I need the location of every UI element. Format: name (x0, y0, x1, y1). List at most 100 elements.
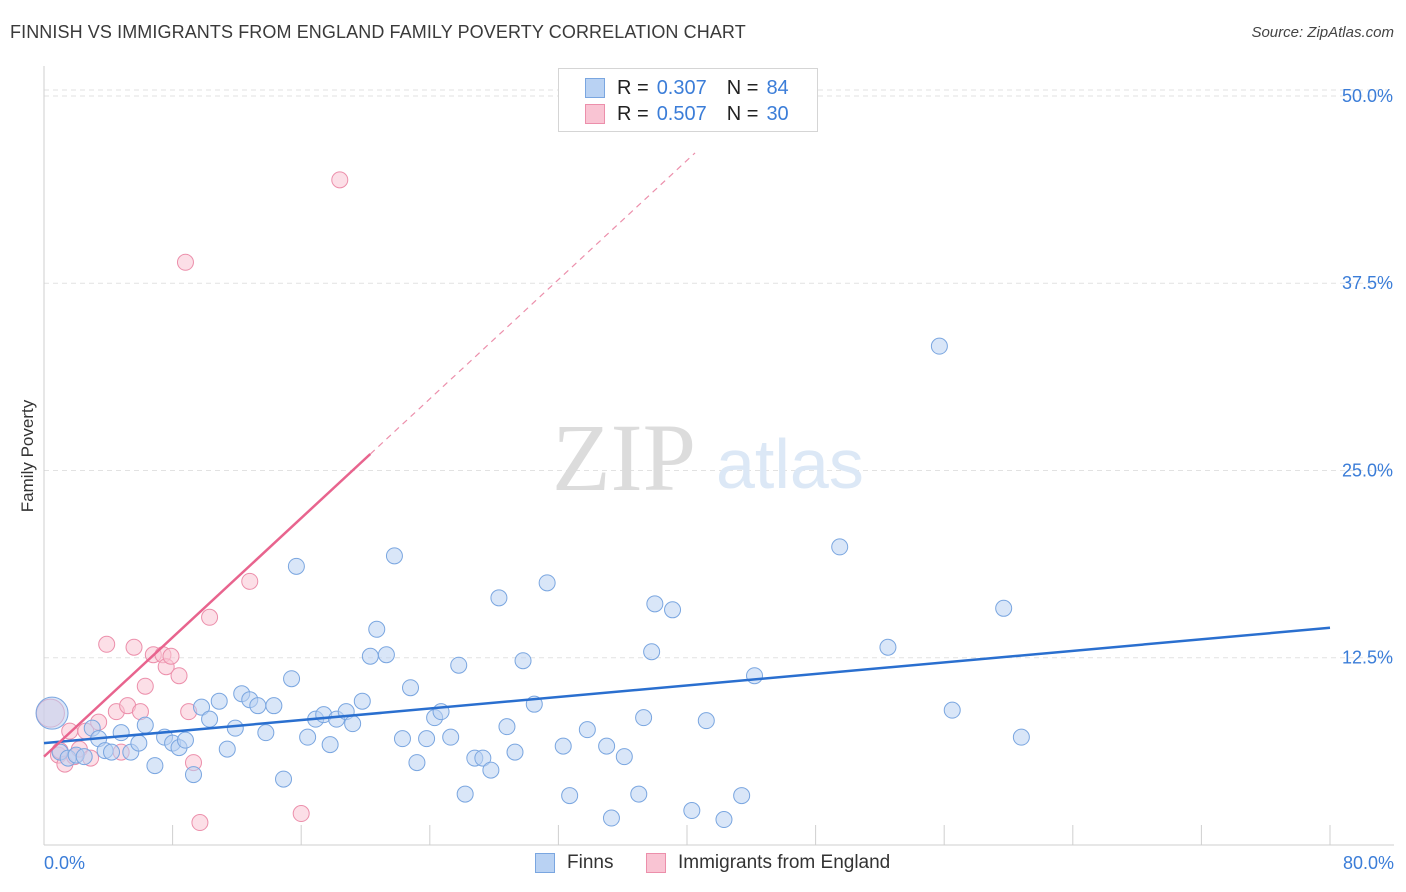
england-point[interactable] (176, 253, 194, 271)
finns-point[interactable] (184, 766, 202, 784)
watermark-atlas: atlas (716, 425, 864, 503)
finns-point[interactable] (299, 728, 317, 746)
finns-point[interactable] (995, 599, 1013, 617)
england-point[interactable] (292, 805, 310, 823)
finns-point[interactable] (130, 734, 148, 752)
finns-point[interactable] (193, 698, 211, 716)
finns-point[interactable] (75, 748, 93, 766)
finns-point[interactable] (715, 811, 733, 829)
trend-line-england (43, 453, 372, 758)
finns-point[interactable] (498, 718, 516, 736)
finns-point[interactable] (538, 574, 556, 592)
finns-point[interactable] (249, 697, 267, 715)
finns-point[interactable] (402, 679, 420, 697)
finns-point[interactable] (112, 724, 130, 742)
watermark-zip: ZIP (552, 404, 696, 511)
finns-point[interactable] (368, 620, 386, 638)
legend-row-finns: R = 0.307 N = 84 (585, 76, 789, 100)
legend-r-label: R = (617, 102, 649, 125)
finns-point[interactable] (377, 646, 395, 664)
england-point[interactable] (170, 667, 188, 685)
finns-point[interactable] (176, 731, 194, 749)
finns-point[interactable] (408, 754, 426, 772)
legend-row-england: R = 0.507 N = 30 (585, 102, 789, 126)
finns-point[interactable] (1012, 728, 1030, 746)
england-point[interactable] (191, 814, 209, 832)
legend-item-finns[interactable]: Finns (535, 852, 613, 874)
legend-item-england[interactable]: Immigrants from England (646, 852, 890, 874)
legend-r-value-finns: 0.307 (656, 76, 707, 99)
finns-point[interactable] (635, 709, 653, 727)
finns-point[interactable] (646, 595, 664, 613)
england-point[interactable] (136, 677, 154, 695)
finns-point[interactable] (664, 601, 682, 619)
finns-point[interactable] (554, 737, 572, 755)
finns-point[interactable] (275, 770, 293, 788)
finns-point[interactable] (287, 557, 305, 575)
trend-line-finns (43, 626, 1331, 745)
finns-point[interactable] (210, 692, 228, 710)
finns-point[interactable] (490, 589, 508, 607)
finns-point[interactable] (482, 761, 500, 779)
england-point[interactable] (162, 647, 180, 665)
legend-n-label: N = (726, 76, 759, 99)
finns-point[interactable] (35, 696, 69, 730)
england-point[interactable] (201, 608, 219, 626)
series-legend: Finns Immigrants from England (0, 852, 1406, 878)
trend-lines (43, 152, 1331, 758)
finns-point[interactable] (146, 757, 164, 775)
finns-point[interactable] (561, 787, 579, 805)
finns-point[interactable] (136, 716, 154, 734)
finns-point[interactable] (602, 809, 620, 827)
finns-point[interactable] (683, 802, 701, 820)
series-finns (35, 337, 1030, 829)
gridlines (44, 89, 1394, 659)
finns-point[interactable] (257, 724, 275, 742)
finns-point[interactable] (450, 656, 468, 674)
finns-point[interactable] (615, 748, 633, 766)
finns-point[interactable] (697, 712, 715, 730)
england-point[interactable] (98, 635, 116, 653)
finns-point[interactable] (831, 538, 849, 556)
finns-point[interactable] (344, 715, 362, 733)
legend-label-finns: Finns (567, 852, 614, 873)
finns-point[interactable] (418, 730, 436, 748)
finns-point[interactable] (630, 785, 648, 803)
legend-swatch-england (585, 104, 605, 124)
finns-point[interactable] (218, 740, 236, 758)
finns-point[interactable] (103, 743, 121, 761)
england-point[interactable] (241, 572, 259, 590)
finns-point[interactable] (506, 743, 524, 761)
finns-point[interactable] (598, 737, 616, 755)
finns-point[interactable] (879, 638, 897, 656)
finns-point[interactable] (353, 692, 371, 710)
finns-point[interactable] (226, 719, 244, 737)
finns-point[interactable] (321, 736, 339, 754)
watermark: ZIP atlas (552, 404, 864, 511)
finns-point[interactable] (943, 701, 961, 719)
finns-point[interactable] (746, 667, 764, 685)
england-point[interactable] (331, 171, 349, 189)
finns-point[interactable] (643, 643, 661, 661)
finns-point[interactable] (514, 652, 532, 670)
finns-point[interactable] (733, 787, 751, 805)
finns-point[interactable] (442, 728, 460, 746)
y-tick-label: 50.0% (1342, 86, 1393, 106)
finns-point[interactable] (393, 730, 411, 748)
finns-point[interactable] (283, 670, 301, 688)
finns-point[interactable] (361, 647, 379, 665)
x-tick-label-min: 0.0% (44, 853, 85, 873)
finns-point[interactable] (456, 785, 474, 803)
finns-point[interactable] (201, 710, 219, 728)
finns-point[interactable] (578, 721, 596, 739)
england-point[interactable] (125, 638, 143, 656)
finns-point[interactable] (265, 697, 283, 715)
legend-swatch-finns (585, 78, 605, 98)
legend-n-value-england: 30 (766, 102, 789, 125)
finns-point[interactable] (930, 337, 948, 355)
trend-line-england-extended (369, 152, 696, 455)
finns-point[interactable] (385, 547, 403, 565)
finns-point[interactable] (474, 749, 492, 767)
legend-n-label: N = (726, 102, 759, 125)
